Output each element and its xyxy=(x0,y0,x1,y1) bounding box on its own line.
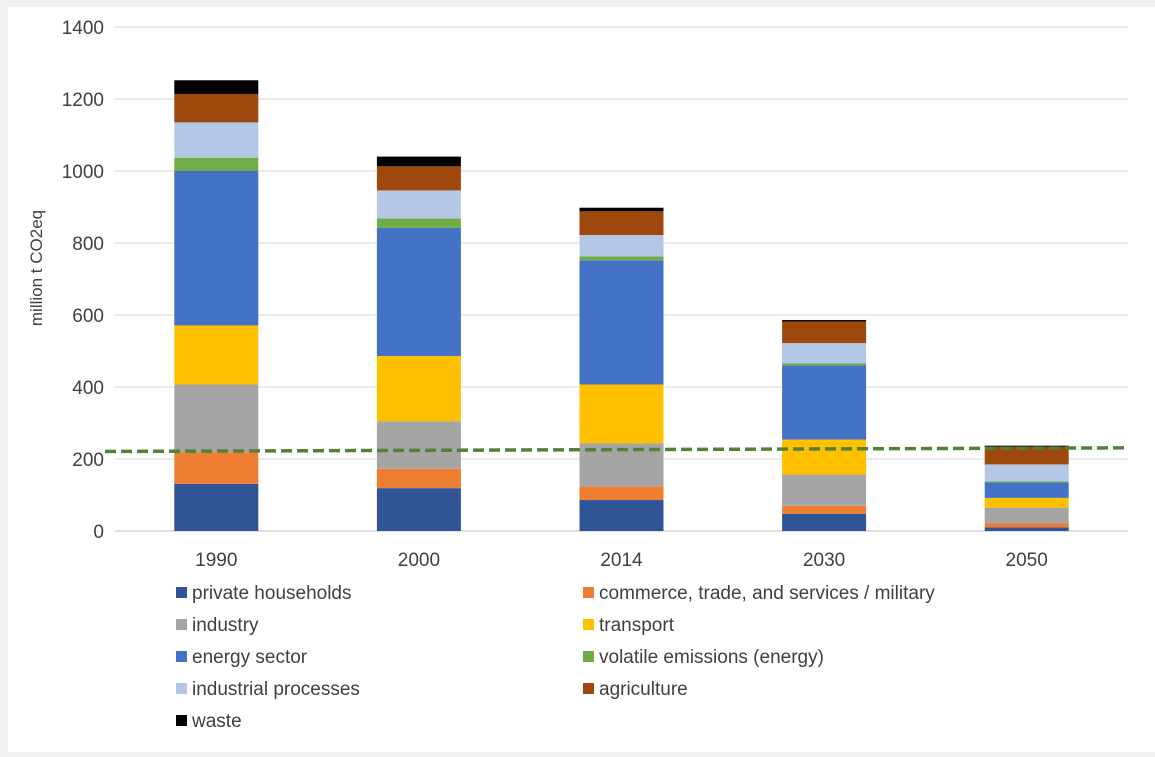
x-tick-label: 2030 xyxy=(803,550,845,571)
legend-swatch xyxy=(176,683,187,694)
x-tick-label: 2050 xyxy=(1006,550,1048,571)
bar-segment xyxy=(579,256,664,261)
y-tick-label: 1200 xyxy=(62,90,104,111)
y-tick-label: 400 xyxy=(72,378,104,399)
bar-segment xyxy=(579,384,664,444)
bar-segment xyxy=(782,513,867,531)
bar-segment xyxy=(782,505,867,514)
bar-segment xyxy=(174,325,259,385)
x-axis: 1990 2000 2014 2030 2050 xyxy=(195,550,1048,571)
bar-segment xyxy=(782,439,867,475)
reference-line xyxy=(104,446,1129,454)
reference-line-dashed xyxy=(104,446,1129,454)
x-tick-label: 2014 xyxy=(600,550,643,571)
bar-segment xyxy=(782,321,867,344)
legend-swatch xyxy=(583,683,594,694)
bar-segment xyxy=(984,446,1069,465)
bar-segment xyxy=(174,483,259,531)
stacked-bar-chart: 0 200 400 600 800 1000 1200 1400 million t CO2e… xyxy=(27,18,1129,732)
legend-label: commerce, trade, and services / military xyxy=(599,583,935,604)
bar-segment xyxy=(984,464,1069,482)
legend-label: industry xyxy=(192,615,259,636)
legend-swatch xyxy=(176,651,187,662)
legend-label: industrial processes xyxy=(192,679,360,700)
legend-label: energy sector xyxy=(192,647,308,668)
bar-segment xyxy=(174,93,259,123)
legend-label: volatile emissions (energy) xyxy=(599,647,824,668)
y-tick-label: 200 xyxy=(72,450,104,471)
legend-swatch xyxy=(583,587,594,598)
bars xyxy=(174,80,1069,531)
bar-segment xyxy=(579,500,664,531)
bar-segment xyxy=(376,421,461,469)
bar-segment xyxy=(174,452,259,484)
bar-segment xyxy=(579,260,664,385)
bar-segment xyxy=(984,497,1069,508)
bar-segment xyxy=(782,365,867,440)
legend-swatch xyxy=(583,651,594,662)
bar-segment xyxy=(782,320,867,322)
bar-segment xyxy=(376,156,461,167)
legend-swatch xyxy=(176,619,187,630)
bar-segment xyxy=(984,482,1069,498)
bar-segment xyxy=(579,211,664,236)
bar-segment xyxy=(376,166,461,191)
bar-segment xyxy=(376,218,461,228)
legend-swatch xyxy=(176,587,187,598)
bar-segment xyxy=(174,80,259,94)
y-tick-label: 1400 xyxy=(62,18,104,39)
legend-label: private households xyxy=(192,583,352,604)
legend: private households commerce, trade, and s… xyxy=(176,583,935,732)
bar-segment xyxy=(984,481,1069,483)
legend-swatch xyxy=(583,619,594,630)
y-axis: 0 200 400 600 800 1000 1200 1400 xyxy=(62,18,104,543)
legend-label: transport xyxy=(599,615,675,636)
bar-segment xyxy=(782,363,867,366)
bar-segment xyxy=(174,122,259,158)
bar-segment xyxy=(579,207,664,212)
bar-segment xyxy=(984,507,1069,524)
bar-segment xyxy=(174,157,259,171)
bar-segment xyxy=(376,488,461,531)
y-tick-label: 800 xyxy=(72,234,104,255)
y-tick-label: 1000 xyxy=(62,162,104,183)
legend-swatch xyxy=(176,715,187,726)
legend-label: agriculture xyxy=(599,679,688,700)
bar-segment xyxy=(376,468,461,489)
bar-segment xyxy=(782,343,867,364)
bar-segment xyxy=(782,474,867,506)
bar-segment xyxy=(174,384,259,453)
y-tick-label: 0 xyxy=(93,522,104,543)
x-tick-label: 2000 xyxy=(398,550,440,571)
bar-segment xyxy=(984,527,1069,531)
bar-segment xyxy=(376,227,461,357)
bar-segment xyxy=(579,235,664,257)
legend-label: waste xyxy=(191,711,242,732)
y-axis-label: million t CO2eq xyxy=(27,210,46,326)
bar-segment xyxy=(376,356,461,422)
x-tick-label: 1990 xyxy=(195,550,237,571)
chart-frame: 0 200 400 600 800 1000 1200 1400 million t CO2e… xyxy=(8,7,1155,752)
bar-segment xyxy=(984,523,1069,528)
bar-segment xyxy=(376,190,461,219)
bar-segment xyxy=(984,445,1069,447)
bar-segment xyxy=(579,486,664,501)
bar-segment xyxy=(174,171,259,326)
y-tick-label: 600 xyxy=(72,306,104,327)
